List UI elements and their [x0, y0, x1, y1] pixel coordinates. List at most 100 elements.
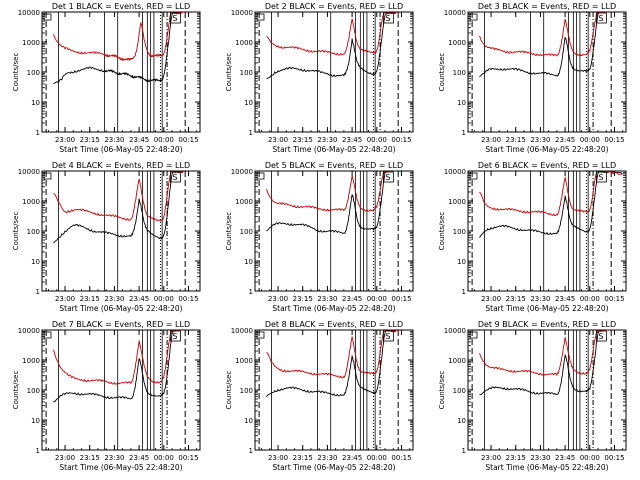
panel-title: Det 4 BLACK = Events, RED = LLD — [52, 161, 190, 170]
x-tick-label: 00:15 — [391, 454, 411, 462]
y-tick-label: 10 — [457, 258, 466, 266]
y-tick-label: 10 — [457, 99, 466, 107]
x-axis-label: Start Time (06-May-05 22:48:20) — [272, 304, 395, 313]
corner-marker — [469, 331, 478, 339]
y-axis-label: Counts/sec — [12, 53, 20, 92]
x-tick-label: 23:45 — [555, 295, 575, 303]
plot-frame — [467, 329, 627, 451]
series-line-events — [479, 330, 610, 396]
panel-title: Det 1 BLACK = Events, RED = LLD — [52, 2, 190, 11]
x-tick-label: 23:30 — [317, 295, 337, 303]
corner-marker — [256, 172, 265, 180]
series-line-events — [53, 330, 184, 403]
panel-det-8: Det 8 BLACK = Events, RED = LLD 1 10 100 100… — [225, 320, 414, 472]
panel-title: Det 9 BLACK = Events, RED = LLD — [478, 320, 616, 329]
y-tick-label: 100 — [453, 387, 466, 395]
x-tick-label: 23:45 — [555, 454, 575, 462]
corner-marker — [469, 172, 478, 180]
series-line-lld — [53, 330, 184, 385]
y-tick-label: 1 — [462, 447, 466, 455]
y-tick-label: 100 — [240, 228, 253, 236]
x-tick-label: 00:15 — [604, 295, 624, 303]
y-tick-label: 1 — [462, 129, 466, 137]
panel-det-1: Det 1 BLACK = Events, RED = LLD 1 10 100 100… — [12, 2, 201, 154]
series-line-lld — [53, 171, 184, 222]
annotation-box — [595, 171, 607, 183]
y-tick-label: 1 — [36, 288, 40, 296]
x-tick-label: 23:45 — [129, 295, 149, 303]
x-tick-label: 23:15 — [293, 454, 313, 462]
x-tick-label: 00:15 — [604, 136, 624, 144]
y-tick-label: 1 — [36, 447, 40, 455]
y-axis-label: Counts/sec — [438, 212, 446, 251]
x-tick-label: 23:00 — [268, 454, 288, 462]
x-tick-label: 23:45 — [555, 136, 575, 144]
y-tick-label: 10 — [31, 417, 40, 425]
x-tick-label: 00:00 — [580, 454, 600, 462]
x-tick-label: 23:30 — [104, 454, 124, 462]
plot-frame — [254, 11, 414, 133]
plot-frame — [467, 11, 627, 133]
y-tick-label: 10 — [244, 417, 253, 425]
y-tick-label: 100 — [240, 69, 253, 77]
x-tick-label: 23:30 — [530, 295, 550, 303]
y-tick-label: 100 — [240, 387, 253, 395]
series-line-lld — [479, 171, 623, 217]
annotation-label: S — [598, 14, 603, 23]
y-tick-label: 10000 — [231, 168, 253, 176]
panel-title: Det 5 BLACK = Events, RED = LLD — [265, 161, 403, 170]
y-tick-label: 10 — [31, 99, 40, 107]
annotation-box — [382, 330, 394, 342]
x-axis-label: Start Time (06-May-05 22:48:20) — [485, 463, 608, 472]
y-tick-label: 1000 — [448, 39, 466, 47]
x-tick-label: 23:45 — [342, 454, 362, 462]
y-tick-label: 100 — [453, 69, 466, 77]
x-tick-label: 23:15 — [506, 454, 526, 462]
panel-det-3: Det 3 BLACK = Events, RED = LLD 1 10 100 100… — [438, 2, 627, 154]
x-tick-label: 23:00 — [481, 136, 501, 144]
x-tick-label: 23:30 — [104, 136, 124, 144]
x-tick-label: 23:30 — [317, 136, 337, 144]
annotation-label: S — [385, 332, 390, 341]
plot-frame — [41, 11, 201, 133]
x-tick-label: 23:15 — [80, 454, 100, 462]
x-tick-label: 00:15 — [178, 454, 198, 462]
x-tick-label: 23:30 — [104, 295, 124, 303]
series-line-events — [53, 12, 184, 85]
series-line-events — [266, 330, 397, 397]
x-axis-label: Start Time (06-May-05 22:48:20) — [59, 304, 182, 313]
series-line-lld — [479, 12, 610, 57]
panel-det-4: Det 4 BLACK = Events, RED = LLD 1 10 100 100… — [12, 161, 201, 313]
series-line-lld — [479, 330, 610, 377]
y-axis-label: Counts/sec — [438, 371, 446, 410]
series-line-events — [479, 171, 623, 238]
y-tick-label: 10000 — [444, 168, 466, 176]
panel-title: Det 7 BLACK = Events, RED = LLD — [52, 320, 190, 329]
annotation-box — [382, 171, 394, 183]
series-line-lld — [266, 171, 397, 212]
y-tick-label: 10000 — [18, 168, 40, 176]
panel-title: Det 6 BLACK = Events, RED = LLD — [478, 161, 616, 170]
panel-det-5: Det 5 BLACK = Events, RED = LLD 1 10 100 100… — [225, 161, 414, 313]
corner-marker — [43, 13, 52, 21]
corner-marker — [43, 172, 52, 180]
x-axis-label: Start Time (06-May-05 22:48:20) — [485, 145, 608, 154]
y-axis-label: Counts/sec — [225, 371, 233, 410]
annotation-box — [382, 12, 394, 24]
x-axis-label: Start Time (06-May-05 22:48:20) — [272, 463, 395, 472]
x-tick-label: 23:30 — [530, 136, 550, 144]
panel-title: Det 8 BLACK = Events, RED = LLD — [265, 320, 403, 329]
y-tick-label: 10 — [457, 417, 466, 425]
x-tick-label: 00:00 — [154, 295, 174, 303]
x-tick-label: 23:00 — [55, 295, 75, 303]
y-tick-label: 100 — [27, 228, 40, 236]
y-axis-label: Counts/sec — [225, 212, 233, 251]
x-tick-label: 23:15 — [506, 136, 526, 144]
series-line-lld — [53, 12, 184, 62]
y-tick-label: 100 — [27, 69, 40, 77]
x-tick-label: 23:45 — [129, 454, 149, 462]
panel-title: Det 3 BLACK = Events, RED = LLD — [478, 2, 616, 11]
series-line-lld — [266, 330, 397, 379]
corner-marker — [256, 331, 265, 339]
x-tick-label: 00:00 — [367, 295, 387, 303]
